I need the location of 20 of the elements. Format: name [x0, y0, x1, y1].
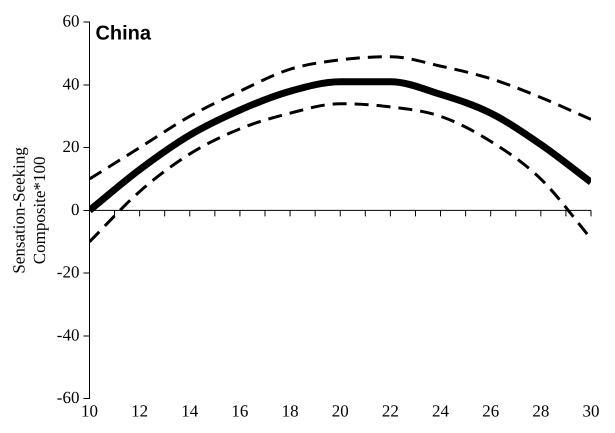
- y-tick-label: 40: [62, 74, 80, 94]
- y-tick-label: -60: [56, 388, 80, 408]
- y-tick-label: -40: [56, 325, 80, 344]
- x-tick-label: 14: [181, 401, 199, 420]
- x-tick-label: 20: [332, 401, 349, 420]
- x-tick-label: 10: [80, 401, 98, 420]
- x-tick-label: 26: [482, 401, 500, 420]
- x-tick-label: 22: [382, 401, 399, 420]
- y-tick-label: 0: [70, 200, 80, 219]
- x-tick-label: 18: [282, 401, 299, 420]
- chart-title: China: [95, 22, 152, 45]
- y-tick-label: 20: [62, 137, 80, 156]
- y-tick-label: 60: [62, 12, 80, 31]
- x-tick-label: 12: [131, 401, 148, 420]
- x-tick-label: 28: [532, 401, 550, 420]
- x-tick-label: 24: [432, 401, 450, 420]
- x-tick-label: 30: [582, 401, 600, 420]
- y-axis-title: Sensation-Seeking Composite*100: [10, 146, 50, 274]
- y-tick-label: -20: [56, 262, 80, 282]
- x-tick-label: 16: [231, 401, 248, 420]
